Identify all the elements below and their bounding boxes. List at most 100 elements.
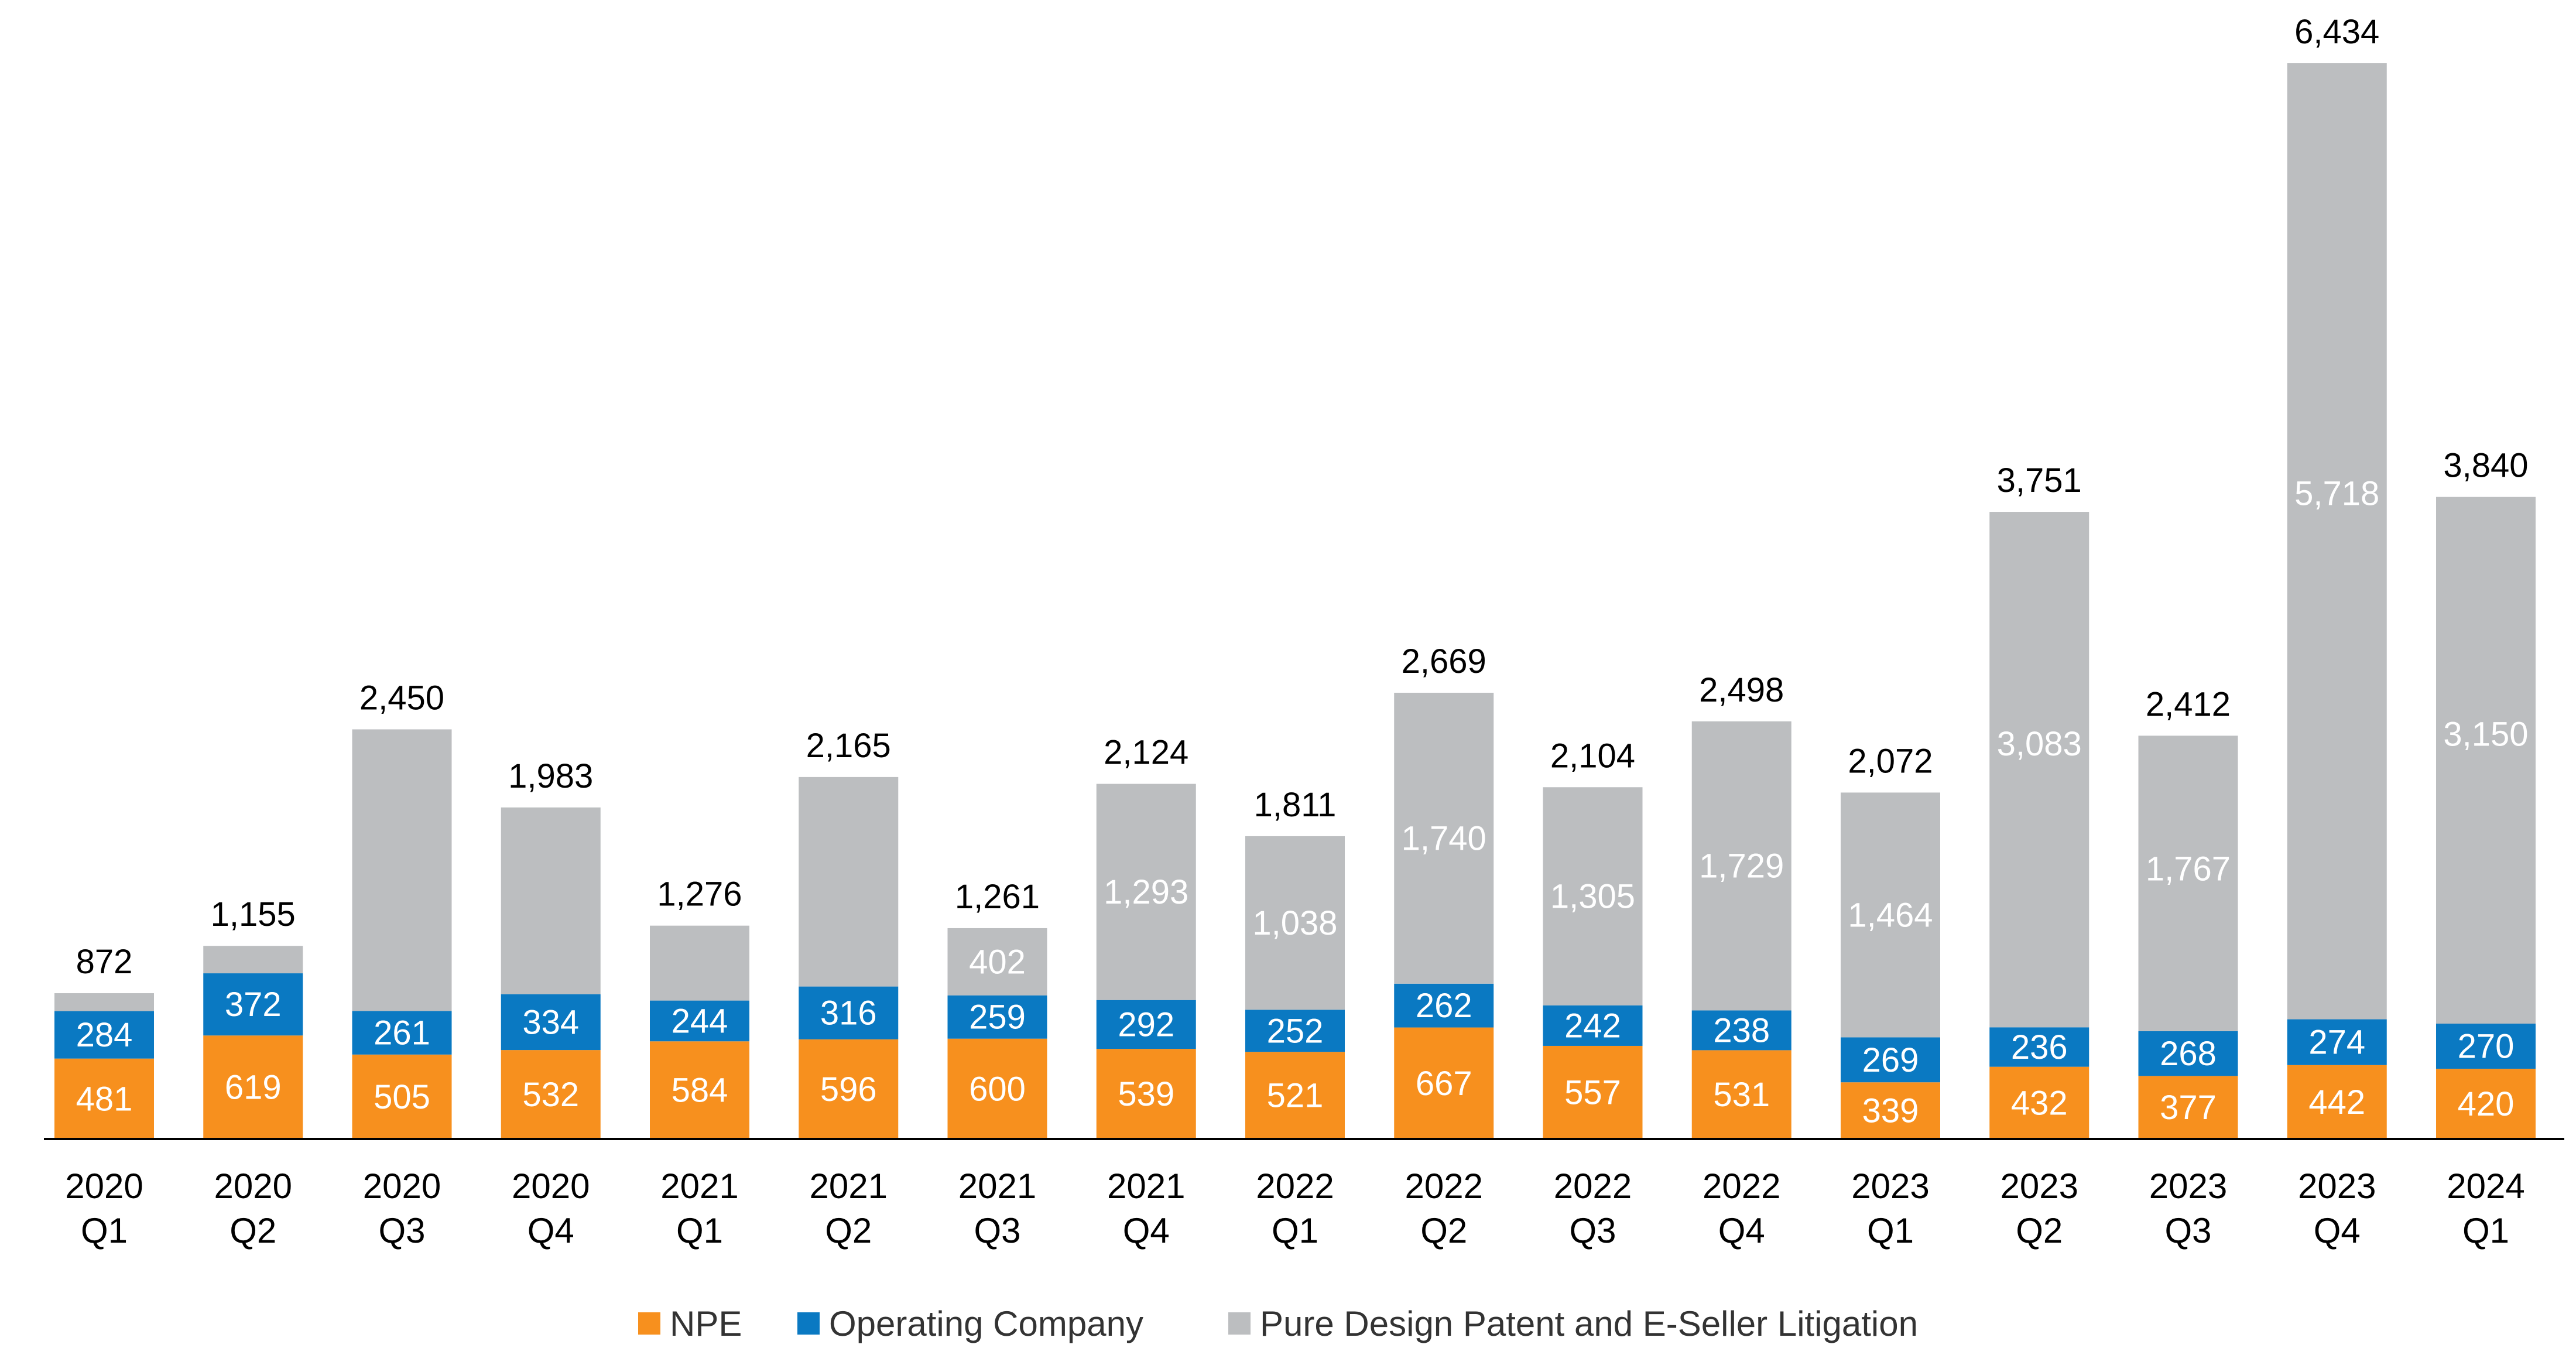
- total-label: 2,072: [1848, 742, 1933, 780]
- x-tick-label: 2022: [1256, 1167, 1334, 1206]
- x-tick-label: Q2: [2016, 1211, 2063, 1250]
- x-tick-label: 2021: [958, 1167, 1036, 1206]
- x-tick-label: 2020: [512, 1167, 590, 1206]
- legend: NPE Operating Company Pure Design Patent a…: [638, 1304, 1918, 1343]
- legend-swatch-npe: [638, 1312, 660, 1335]
- legend-label-npe: NPE: [670, 1304, 742, 1343]
- data-label-npe: 442: [2308, 1083, 2365, 1121]
- x-tick-label: 2020: [363, 1167, 441, 1206]
- x-tick-label: Q2: [229, 1211, 276, 1250]
- data-label-npe: 339: [1862, 1092, 1919, 1130]
- total-label: 3,751: [1997, 461, 2082, 500]
- x-tick-label: Q4: [1718, 1211, 1765, 1250]
- total-label: 2,104: [1550, 737, 1635, 775]
- x-tick-label: 2023: [2298, 1167, 2376, 1206]
- total-label: 2,450: [359, 679, 444, 717]
- x-tick-label: Q1: [81, 1211, 128, 1250]
- total-label: 2,124: [1104, 734, 1188, 772]
- data-label-npe: 557: [1564, 1073, 1621, 1111]
- total-label: 1,983: [508, 757, 593, 795]
- x-tick-label: Q4: [2314, 1211, 2361, 1250]
- x-tick-label: Q3: [2164, 1211, 2211, 1250]
- x-tick-label: 2023: [2149, 1167, 2227, 1206]
- bar-segment-pure-design-patent-and-e-seller-litigation-2023-q4: [2287, 63, 2387, 1020]
- data-label-pure-design-patent-and-e-seller-litigation: 1,293: [1104, 873, 1188, 911]
- bar-segment-pure-design-patent-and-e-seller-litigation-2020-q1: [54, 993, 154, 1011]
- x-tick-label: 2022: [1405, 1167, 1483, 1206]
- total-label: 2,498: [1699, 671, 1784, 709]
- data-label-npe: 532: [522, 1076, 579, 1114]
- x-tick-label: Q1: [1272, 1211, 1318, 1250]
- x-tick-label: Q4: [1123, 1211, 1170, 1250]
- total-label: 6,434: [2294, 13, 2379, 51]
- legend-label-operating-company: Operating Company: [829, 1304, 1143, 1343]
- data-label-operating-company: 316: [820, 994, 877, 1032]
- total-label: 2,165: [806, 727, 891, 765]
- legend-label-pure-design-patent-and-e-seller-litigation: Pure Design Patent and E-Seller Litigati…: [1260, 1304, 1918, 1343]
- data-label-npe: 600: [969, 1070, 1026, 1108]
- data-label-npe: 584: [672, 1072, 728, 1110]
- x-tick-label: 2020: [214, 1167, 292, 1206]
- x-tick-label: Q2: [1420, 1211, 1467, 1250]
- data-label-operating-company: 252: [1267, 1012, 1324, 1050]
- data-label-npe: 619: [225, 1069, 282, 1107]
- data-label-operating-company: 236: [2011, 1028, 2068, 1066]
- x-tick-label: Q3: [974, 1211, 1020, 1250]
- bar-segment-pure-design-patent-and-e-seller-litigation-2020-q4: [501, 808, 601, 994]
- data-label-npe: 505: [374, 1078, 430, 1116]
- data-label-npe: 377: [2160, 1089, 2217, 1127]
- x-tick-label: 2023: [2000, 1167, 2078, 1206]
- data-label-npe: 521: [1267, 1077, 1324, 1115]
- data-label-npe: 531: [1713, 1076, 1770, 1114]
- data-label-pure-design-patent-and-e-seller-litigation: 3,150: [2443, 715, 2528, 753]
- data-label-pure-design-patent-and-e-seller-litigation: 402: [969, 943, 1026, 981]
- data-label-operating-company: 274: [2308, 1024, 2365, 1062]
- total-label: 2,412: [2146, 685, 2231, 723]
- data-label-npe: 432: [2011, 1084, 2068, 1122]
- data-label-operating-company: 372: [225, 986, 282, 1024]
- total-label: 3,840: [2443, 447, 2528, 485]
- x-tick-label: Q2: [825, 1211, 872, 1250]
- x-tick-label: 2021: [660, 1167, 738, 1206]
- legend-swatch-pure-design-patent-and-e-seller-litigation: [1228, 1312, 1251, 1335]
- total-label: 1,155: [211, 895, 296, 933]
- legend-swatch-operating-company: [797, 1312, 820, 1335]
- x-tick-label: 2023: [1851, 1167, 1929, 1206]
- data-label-operating-company: 292: [1118, 1005, 1174, 1044]
- data-label-pure-design-patent-and-e-seller-litigation: 1,305: [1550, 878, 1635, 916]
- x-tick-label: Q1: [676, 1211, 723, 1250]
- data-label-operating-company: 238: [1713, 1011, 1770, 1049]
- data-label-operating-company: 242: [1564, 1007, 1621, 1045]
- data-label-npe: 596: [820, 1070, 877, 1109]
- data-label-npe: 539: [1118, 1075, 1174, 1113]
- bar-segment-pure-design-patent-and-e-seller-litigation-2021-q1: [650, 926, 749, 1001]
- data-label-operating-company: 259: [969, 998, 1026, 1037]
- total-label: 1,811: [1254, 786, 1337, 824]
- data-label-pure-design-patent-and-e-seller-litigation: 1,729: [1699, 847, 1784, 885]
- bar-segment-pure-design-patent-and-e-seller-litigation-2023-q2: [1989, 512, 2089, 1027]
- bar-segment-pure-design-patent-and-e-seller-litigation-2020-q2: [203, 946, 303, 973]
- bar-segment-pure-design-patent-and-e-seller-litigation-2024-q1: [2436, 497, 2536, 1024]
- total-label: 872: [76, 943, 133, 981]
- total-label: 2,669: [1402, 642, 1486, 680]
- x-tick-label: 2021: [1107, 1167, 1185, 1206]
- data-label-operating-company: 262: [1416, 987, 1472, 1025]
- x-tick-label: Q1: [1867, 1211, 1914, 1250]
- data-label-operating-company: 334: [522, 1003, 579, 1041]
- data-label-npe: 420: [2458, 1085, 2515, 1123]
- total-label: 1,276: [657, 875, 742, 914]
- data-label-operating-company: 284: [76, 1016, 133, 1054]
- data-label-pure-design-patent-and-e-seller-litigation: 1,767: [2146, 850, 2231, 888]
- data-label-pure-design-patent-and-e-seller-litigation: 5,718: [2294, 475, 2379, 513]
- data-label-pure-design-patent-and-e-seller-litigation: 1,464: [1848, 896, 1933, 934]
- x-tick-label: Q3: [378, 1211, 425, 1250]
- x-tick-label: 2022: [1703, 1167, 1780, 1206]
- data-label-npe: 481: [76, 1080, 133, 1118]
- data-label-pure-design-patent-and-e-seller-litigation: 1,740: [1402, 819, 1486, 857]
- x-tick-labels: 2020Q12020Q22020Q32020Q42021Q12021Q22021…: [65, 1167, 2524, 1250]
- x-tick-label: Q1: [2462, 1211, 2509, 1250]
- bar-segment-pure-design-patent-and-e-seller-litigation-2021-q2: [799, 777, 898, 987]
- bars-layer: 4812848726193721,1555052612,4505323341,9…: [54, 13, 2536, 1139]
- data-label-npe: 667: [1416, 1065, 1472, 1103]
